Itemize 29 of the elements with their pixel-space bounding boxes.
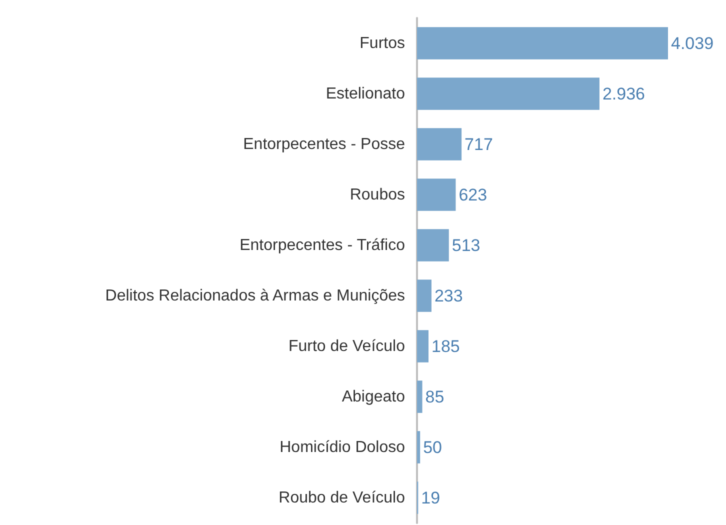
- data-label: 623: [458, 185, 488, 204]
- bar: [417, 330, 428, 362]
- y-tick-label: Homicídio Doloso: [280, 438, 406, 456]
- bar: [417, 27, 668, 60]
- data-label: 513: [452, 236, 480, 255]
- data-label: 717: [464, 134, 493, 154]
- bar: [417, 380, 422, 413]
- y-tick-label: Delitos Relacionados à Armas e Munições: [105, 287, 405, 304]
- bar: [417, 431, 420, 464]
- y-tick-label: Abigeato: [342, 388, 406, 406]
- y-tick-label: Furtos: [360, 34, 405, 52]
- data-label: 85: [425, 387, 444, 406]
- data-label: 4.039: [671, 34, 714, 53]
- data-label: 233: [434, 286, 463, 306]
- bar: [417, 128, 462, 160]
- y-tick-label: Roubo de Veículo: [278, 489, 406, 506]
- y-tick-label: Entorpecentes - Tráfico: [240, 236, 406, 254]
- data-label: 19: [421, 488, 440, 508]
- data-label: 50: [423, 438, 442, 457]
- bar: [417, 229, 449, 262]
- bar: [417, 178, 456, 211]
- bar: [417, 78, 600, 110]
- data-label: 185: [431, 336, 460, 356]
- bar: [417, 280, 432, 312]
- y-tick-label: Entorpecentes - Posse: [243, 136, 406, 153]
- y-tick-label: Roubos: [350, 186, 405, 204]
- y-tick-label: Furto de Veículo: [288, 338, 406, 355]
- data-label: 2.936: [602, 84, 645, 104]
- y-tick-label: Estelionato: [326, 85, 406, 102]
